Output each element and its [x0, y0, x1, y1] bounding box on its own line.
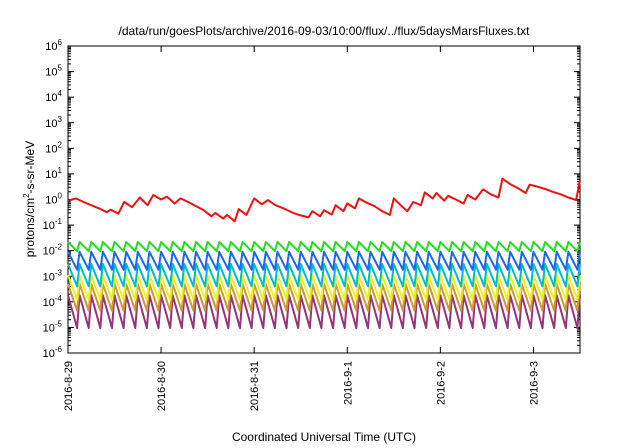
y-tick-label: 104: [45, 89, 62, 104]
series-line: [67, 274, 581, 301]
y-axis-label-pre: protons/cm: [23, 198, 37, 257]
x-tick-label: 2016-9-1: [342, 361, 354, 405]
y-tick-label: 10-5: [43, 319, 63, 334]
chart-title: /data/run/goesPlots/archive/2016-09-03/1…: [119, 24, 531, 38]
y-tick-label: 102: [45, 140, 62, 155]
y-tick-label: 106: [45, 38, 62, 53]
y-tick-label: 103: [45, 115, 62, 130]
series-line: [67, 250, 581, 271]
x-tick-label: 2016-8-29: [63, 361, 75, 411]
x-axis: 2016-8-29 2016-8-30 2016-8-31 2016-9-1 2016-…: [63, 46, 540, 411]
x-tick-label: 2016-8-30: [156, 361, 168, 411]
y-tick-label: 10-6: [43, 345, 63, 360]
y-tick-label: 10-2: [43, 243, 63, 258]
series-line: [67, 263, 581, 288]
y-axis-label-post: -s-sr-MeV: [23, 141, 37, 194]
y-tick-label: 10-1: [43, 217, 63, 232]
y-axis: 10-6 10-5 10-4 10-3 10-2 10-1 100 101 102 103 104 1…: [43, 38, 580, 360]
series-layer: [67, 177, 581, 329]
series-line: [67, 294, 581, 329]
x-tick-label: 2016-9-3: [528, 361, 540, 405]
y-axis-label: protons/cm2-s-sr-MeV: [22, 141, 37, 257]
x-tick-label: 2016-9-2: [435, 361, 447, 405]
y-tick-label: 10-4: [43, 294, 63, 309]
y-axis-label-sup: 2: [22, 193, 31, 198]
y-tick-label: 10-3: [43, 268, 63, 283]
x-tick-label: 2016-8-31: [249, 361, 261, 411]
series-line: [67, 177, 581, 223]
y-tick-label: 100: [45, 192, 62, 207]
x-axis-label: Coordinated Universal Time (UTC): [232, 430, 416, 444]
y-tick-label: 101: [45, 166, 62, 181]
series-line: [67, 240, 581, 253]
y-tick-label: 105: [45, 64, 62, 79]
